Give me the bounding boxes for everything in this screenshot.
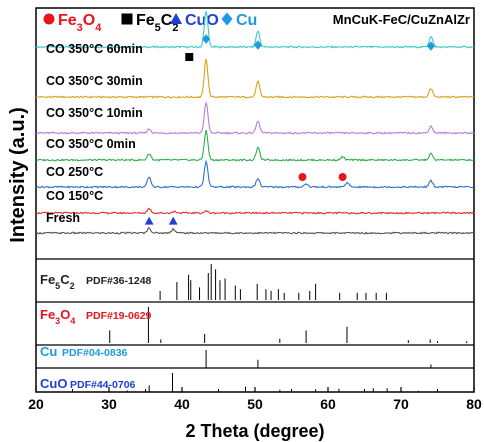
x-tick-label: 80 (466, 396, 482, 412)
peak-marker (185, 53, 194, 61)
reference-pdf-label: PDF#19-0629 (86, 310, 152, 322)
catalyst-label: MnCuK-FeC/CuZnAlZr (333, 12, 470, 27)
legend-label: Cu (236, 12, 257, 29)
peak-marker (168, 216, 178, 225)
series-label: Fresh (46, 211, 80, 225)
series-label: CO 350°C 60min (46, 42, 143, 56)
series-label: CO 350°C 0min (46, 137, 136, 151)
series-label: CO 350°C 30min (46, 74, 143, 88)
x-axis-label: 2 Theta (degree) (185, 421, 324, 441)
series-line (35, 9, 475, 49)
peak-marker (202, 34, 211, 44)
series-label: CO 150°C (46, 189, 103, 203)
reference-phase-label: Fe3O4 (40, 307, 75, 326)
series-label: CO 250°C (46, 165, 103, 179)
peak-marker (426, 41, 435, 51)
x-tick-label: 50 (247, 396, 263, 412)
x-tick-label: 70 (393, 396, 409, 412)
peak-marker (144, 216, 154, 225)
legend-label: Fe5C2 (136, 12, 178, 34)
legend-marker (169, 12, 183, 24)
reference-phase-label: Cu (40, 344, 57, 359)
x-tick-label: 40 (174, 396, 190, 412)
series-line (35, 58, 475, 99)
reference-pdf-label: PDF#44-0706 (70, 379, 136, 391)
reference-pdf-label: PDF#36-1248 (86, 275, 152, 287)
series-line (35, 207, 475, 215)
x-tick-label: 30 (101, 396, 117, 412)
series-label: CO 350°C 10min (46, 106, 143, 120)
peak-marker (253, 40, 262, 50)
legend-label: Fe3O4 (58, 12, 102, 34)
reference-pdf-label: PDF#04-0836 (62, 347, 128, 359)
series-line (35, 226, 475, 235)
reference-phase-label: CuO (40, 376, 67, 391)
series-line (35, 101, 475, 135)
series-line (35, 129, 475, 162)
series-line (35, 159, 475, 189)
legend-label: CuO (185, 12, 219, 29)
y-axis-label: Intensity (a.u.) (7, 107, 29, 243)
peak-marker (298, 173, 307, 181)
reference-phase-label: Fe5C2 (40, 272, 75, 291)
x-tick-label: 20 (28, 396, 44, 412)
x-tick-label: 60 (320, 396, 336, 412)
legend-marker (221, 12, 233, 26)
legend-marker (121, 13, 133, 25)
peak-marker (338, 173, 347, 181)
legend-marker (43, 13, 55, 25)
